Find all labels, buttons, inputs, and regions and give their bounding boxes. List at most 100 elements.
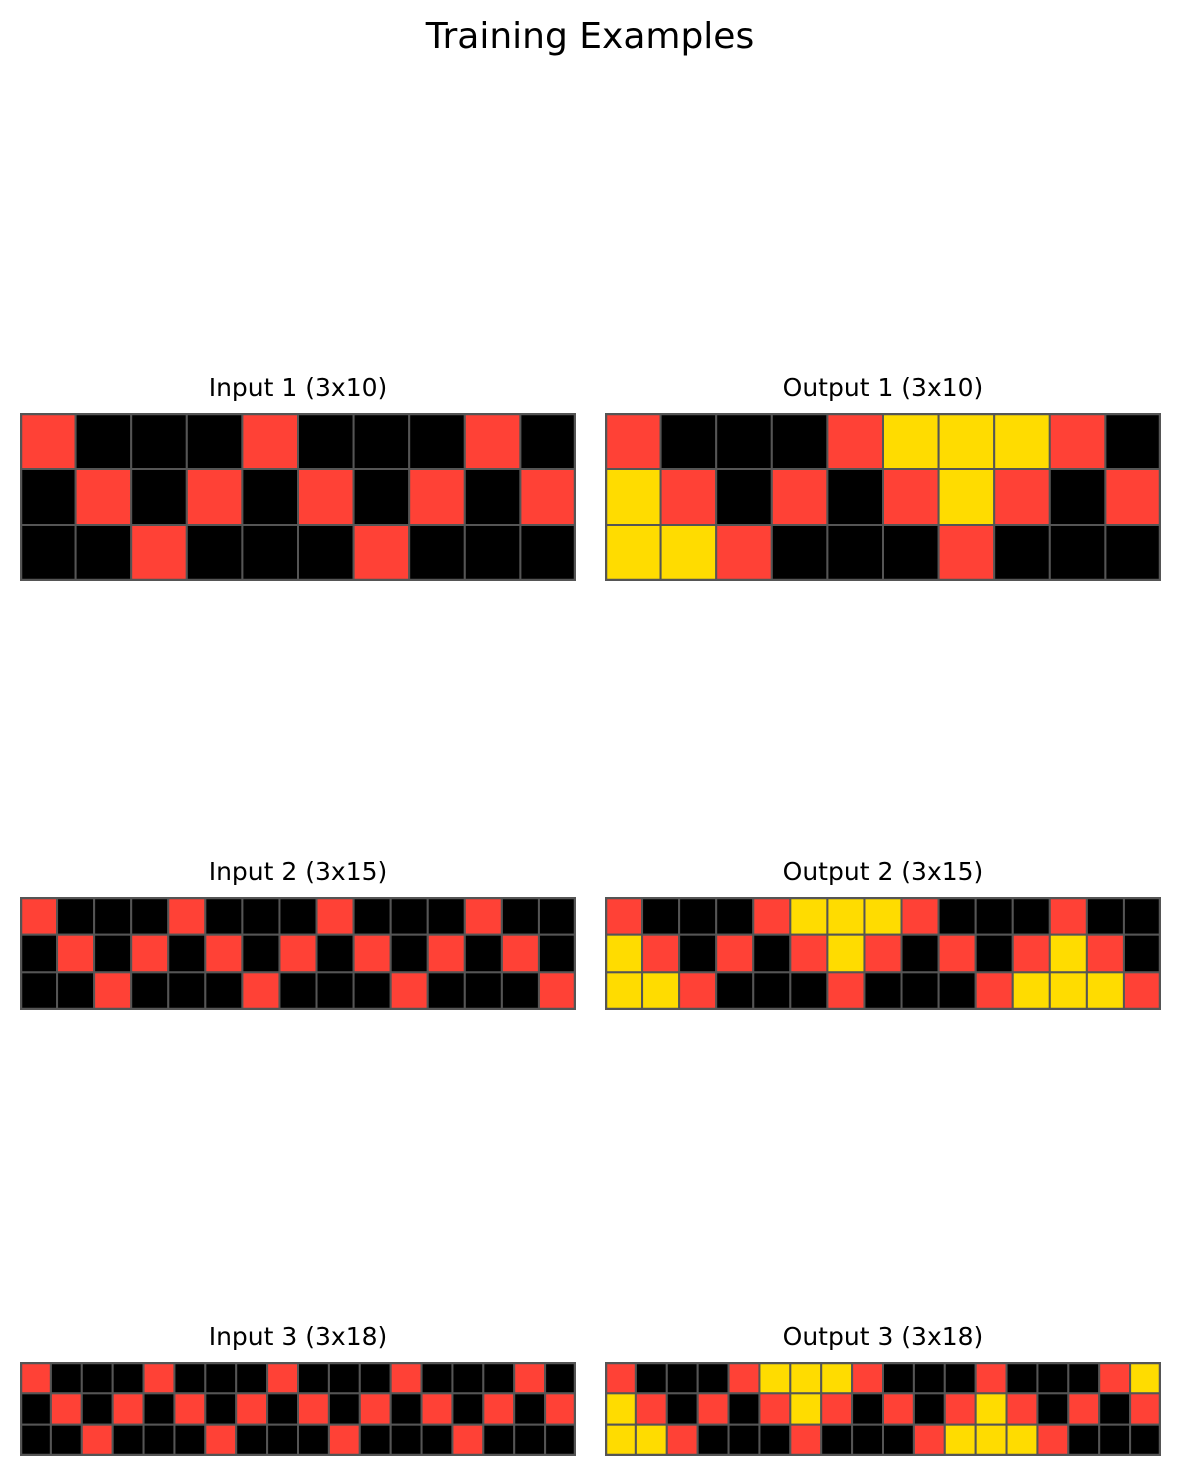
output-cell-black <box>882 1423 915 1456</box>
input-cell-black <box>74 524 133 581</box>
output-cell-yellow <box>758 1362 792 1395</box>
input-cell-black <box>358 1423 392 1456</box>
output-cell-red <box>1104 468 1161 526</box>
output-cell-red <box>678 971 718 1010</box>
output-cell-black <box>912 1362 946 1395</box>
input-cell-red <box>500 933 540 974</box>
output-cell-yellow <box>1011 971 1051 1010</box>
output-cell-red <box>851 1362 884 1395</box>
input-cell-black <box>111 1423 145 1456</box>
input-cell-black <box>49 1423 83 1456</box>
input-cell-black <box>426 897 466 936</box>
input-cell-black <box>352 897 392 936</box>
output-cell-black <box>1011 897 1051 936</box>
output-cell-red <box>1005 1392 1039 1426</box>
output-cell-black <box>826 524 884 581</box>
input-cell-black <box>519 413 576 470</box>
input-1-grid <box>20 413 576 581</box>
input-cell-black <box>235 1423 269 1456</box>
output-cell-red <box>665 1423 699 1456</box>
output-cell-red <box>820 1392 854 1426</box>
input-cell-black <box>241 468 299 526</box>
input-cell-red <box>142 1362 176 1395</box>
input-cell-red <box>463 413 522 470</box>
input-cell-black <box>278 897 318 936</box>
output-cell-black <box>912 1392 946 1426</box>
grid-border <box>20 897 576 1010</box>
input-cell-black <box>451 1362 485 1395</box>
input-cell-black <box>352 971 392 1010</box>
output-cell-red <box>826 413 884 470</box>
output-cell-red <box>789 1423 823 1456</box>
output-cell-red <box>863 933 903 974</box>
input-cell-red <box>278 933 318 974</box>
input-cell-black <box>420 1362 454 1395</box>
input-cell-black <box>315 933 355 974</box>
input-cell-black <box>537 933 576 974</box>
input-cell-red <box>130 524 188 581</box>
input-cell-red <box>20 413 77 470</box>
input-cell-red <box>408 468 466 526</box>
output-cell-yellow <box>820 1362 854 1395</box>
input-cell-red <box>389 1362 423 1395</box>
output-3-grid <box>605 1362 1161 1456</box>
output-cell-black <box>659 413 718 470</box>
input-cell-black <box>426 971 466 1010</box>
output-cell-black <box>770 413 829 470</box>
output-cell-yellow <box>789 1362 823 1395</box>
output-cell-yellow <box>863 897 903 936</box>
input-cell-red <box>297 1392 330 1426</box>
output-cell-red <box>1098 1362 1132 1395</box>
input-cell-red <box>266 1362 299 1395</box>
input-cell-red <box>463 897 503 936</box>
output-cell-yellow <box>641 971 681 1010</box>
input-cell-red <box>389 971 429 1010</box>
input-cell-black <box>463 468 522 526</box>
input-cell-black <box>500 971 540 1010</box>
output-cell-red <box>605 1362 637 1395</box>
output-cell-red <box>882 1392 915 1426</box>
input-cell-black <box>297 413 355 470</box>
output-cell-black <box>715 468 773 526</box>
output-cell-red <box>634 1392 668 1426</box>
output-cell-black <box>1098 1423 1132 1456</box>
output-cell-red <box>974 1362 1008 1395</box>
output-cell-black <box>900 971 940 1010</box>
input-cell-red <box>74 468 133 526</box>
output-cell-black <box>1048 524 1107 581</box>
input-cell-black <box>80 1392 114 1426</box>
input-cell-black <box>500 897 540 936</box>
input-cell-red <box>352 524 411 581</box>
output-cell-red <box>659 468 718 526</box>
output-cell-black <box>752 971 792 1010</box>
output-cell-black <box>1104 413 1161 470</box>
output-cell-black <box>789 971 829 1010</box>
output-cell-black <box>1036 1362 1070 1395</box>
input-cell-black <box>93 897 133 936</box>
output-cell-red <box>943 1392 977 1426</box>
input-cell-red <box>56 933 96 974</box>
output-cell-black <box>678 897 718 936</box>
input-cell-black <box>142 1392 176 1426</box>
input-cell-black <box>513 1392 547 1426</box>
output-cell-yellow <box>826 897 866 936</box>
figure-title: Training Examples <box>425 16 755 57</box>
output-cell-red <box>641 933 681 974</box>
output-cell-black <box>1067 1423 1101 1456</box>
output-cell-black <box>882 524 940 581</box>
output-cell-yellow <box>634 1423 668 1456</box>
input-cell-black <box>130 413 188 470</box>
input-cell-black <box>56 971 96 1010</box>
input-3-title: Input 3 (3x18) <box>208 1322 388 1351</box>
input-cell-red <box>537 971 576 1010</box>
output-cell-black <box>1129 1423 1161 1456</box>
output-cell-yellow <box>1129 1362 1161 1395</box>
input-cell-black <box>20 971 59 1010</box>
input-cell-black <box>352 468 411 526</box>
grid-border <box>605 897 1161 1010</box>
output-cell-black <box>1098 1392 1132 1426</box>
input-cell-black <box>482 1423 516 1456</box>
output-cell-yellow <box>789 1392 823 1426</box>
output-cell-black <box>851 1423 884 1456</box>
input-cell-red <box>241 413 299 470</box>
